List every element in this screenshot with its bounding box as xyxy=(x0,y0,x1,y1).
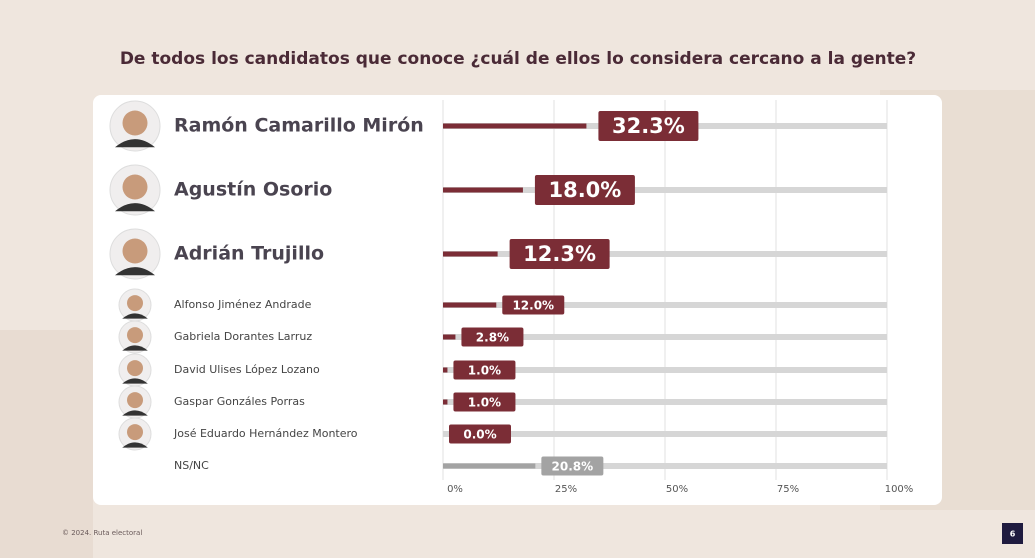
avatar-head xyxy=(127,360,143,377)
page-number: 6 xyxy=(1010,530,1016,539)
value-box xyxy=(453,360,516,380)
x-tick-label: 100% xyxy=(885,484,914,495)
avatar-head xyxy=(127,392,143,409)
category-label: Gabriela Dorantes Larruz xyxy=(174,330,312,343)
value-label: 2.8% xyxy=(476,331,509,345)
avatar-body xyxy=(122,442,148,448)
value-box xyxy=(541,456,604,476)
category-label: Ramón Camarillo Mirón xyxy=(174,115,424,137)
track xyxy=(443,251,887,257)
category-label: NS/NC xyxy=(174,459,209,472)
background-shape xyxy=(0,330,93,558)
track xyxy=(443,334,887,340)
value-label: 20.8% xyxy=(552,460,594,474)
category-label: Adrián Trujillo xyxy=(174,243,324,265)
category-label: José Eduardo Hernández Montero xyxy=(173,427,358,440)
value-box xyxy=(534,175,635,205)
value-label: 0.0% xyxy=(463,428,496,442)
value-box xyxy=(509,239,610,269)
bar xyxy=(443,399,448,405)
category-label: Gaspar Gonzáles Porras xyxy=(174,395,305,408)
value-box xyxy=(502,295,565,315)
avatar-head xyxy=(127,424,143,441)
avatar-body xyxy=(122,313,148,319)
value-box xyxy=(449,424,511,444)
bar xyxy=(443,187,523,193)
avatar-head xyxy=(127,295,143,312)
avatar-head xyxy=(122,238,148,264)
x-tick-label: 0% xyxy=(447,484,463,495)
bar xyxy=(443,367,448,373)
bar xyxy=(443,251,498,257)
avatar-body xyxy=(122,345,148,351)
bar xyxy=(443,334,456,340)
value-label: 1.0% xyxy=(468,364,501,378)
avatar-body xyxy=(115,139,155,148)
avatar-head xyxy=(127,327,143,344)
x-tick-label: 50% xyxy=(666,484,688,495)
footer: © 2024. Ruta electoral xyxy=(62,529,142,537)
category-label: David Ulises López Lozano xyxy=(174,363,320,376)
track xyxy=(443,431,887,437)
value-box xyxy=(598,111,699,141)
x-tick-label: 75% xyxy=(777,484,799,495)
track xyxy=(443,367,887,373)
value-label: 1.0% xyxy=(468,396,501,410)
avatar-body xyxy=(122,378,148,384)
x-tick-label: 25% xyxy=(555,484,577,495)
track xyxy=(443,187,887,193)
value-label: 32.3% xyxy=(612,114,685,138)
value-label: 18.0% xyxy=(548,178,621,202)
bar xyxy=(443,123,587,129)
track xyxy=(443,463,887,469)
page-badge xyxy=(1002,523,1023,544)
value-label: 12.3% xyxy=(523,242,596,266)
chart-title: De todos los candidatos que conoce ¿cuál… xyxy=(120,49,916,69)
avatar-head xyxy=(122,174,148,200)
avatar-head xyxy=(122,110,148,136)
track xyxy=(443,302,887,308)
bar xyxy=(443,463,536,469)
value-label: 12.0% xyxy=(512,299,554,313)
track xyxy=(443,399,887,405)
bar xyxy=(443,302,497,308)
value-box xyxy=(461,327,524,347)
value-box xyxy=(453,392,516,412)
avatar-body xyxy=(115,267,155,276)
avatar-body xyxy=(115,203,155,212)
category-label: Alfonso Jiménez Andrade xyxy=(174,298,312,311)
avatar-body xyxy=(122,410,148,416)
category-label: Agustín Osorio xyxy=(174,179,332,201)
